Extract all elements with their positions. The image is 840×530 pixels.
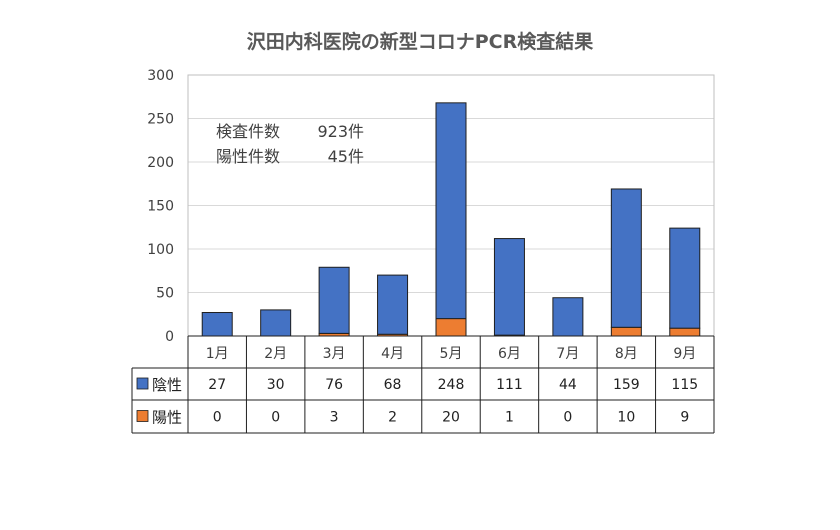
data-label: 0 [271, 410, 280, 426]
legend-label-negative: 陰性 [152, 376, 182, 394]
data-label: 44 [559, 377, 577, 393]
legend-swatch-positive [136, 410, 149, 422]
bar-negative [493, 238, 525, 336]
data-label: 20 [442, 410, 460, 426]
data-label: 1 [505, 410, 514, 426]
data-label: 248 [438, 377, 465, 393]
x-category-label: 9月 [673, 346, 696, 362]
y-axis-ticks: 0 50 100 150 200 250 300 [147, 68, 174, 345]
tested-value: 923件 [317, 122, 364, 141]
bar-negative [552, 297, 584, 337]
data-label: 76 [325, 377, 343, 393]
x-category-label: 4月 [381, 346, 404, 362]
x-category-label: 1月 [206, 346, 229, 362]
y-tick-label: 100 [147, 242, 174, 258]
bar-negative [669, 227, 701, 329]
legend-swatch-negative [136, 377, 149, 390]
bars [201, 102, 701, 337]
x-category-label: 8月 [615, 346, 638, 362]
bar-positive [435, 318, 467, 337]
bar-positive [669, 327, 701, 337]
data-label: 0 [213, 410, 222, 426]
positive-label: 陽性件数 [216, 147, 280, 166]
x-category-label: 7月 [556, 346, 579, 362]
bar-negative [318, 266, 350, 334]
data-label: 10 [617, 410, 635, 426]
y-tick-label: 0 [165, 329, 174, 345]
summary-annotation: 検査件数 923件 陽性件数 45件 [216, 122, 364, 166]
bar-negative [201, 312, 233, 337]
x-category-label: 3月 [323, 346, 346, 362]
y-tick-label: 300 [147, 68, 174, 84]
data-label: 111 [496, 377, 523, 393]
bar-negative [260, 309, 292, 337]
data-label: 0 [563, 410, 572, 426]
data-label: 3 [330, 410, 339, 426]
y-tick-label: 250 [147, 112, 174, 128]
data-label: 115 [671, 377, 698, 393]
bar-negative [377, 274, 409, 335]
x-category-label: 6月 [498, 346, 521, 362]
data-label: 68 [384, 377, 402, 393]
legend-label-positive: 陽性 [152, 409, 182, 427]
data-label: 27 [208, 377, 226, 393]
bar-positive [610, 326, 642, 337]
data-label: 2 [388, 410, 397, 426]
bar-negative [435, 102, 467, 320]
data-label: 9 [680, 410, 689, 426]
x-category-label: 2月 [264, 346, 287, 362]
y-tick-label: 50 [156, 286, 174, 302]
bar-negative [610, 188, 642, 328]
data-label: 30 [267, 377, 285, 393]
data-label: 159 [613, 377, 640, 393]
x-category-label: 5月 [440, 346, 463, 362]
positive-value: 45件 [328, 147, 364, 166]
y-tick-label: 200 [147, 155, 174, 171]
tested-label: 検査件数 [216, 122, 280, 141]
y-tick-label: 150 [147, 199, 174, 215]
chart-title: 沢田内科医院の新型コロナPCR検査結果 [247, 30, 594, 53]
